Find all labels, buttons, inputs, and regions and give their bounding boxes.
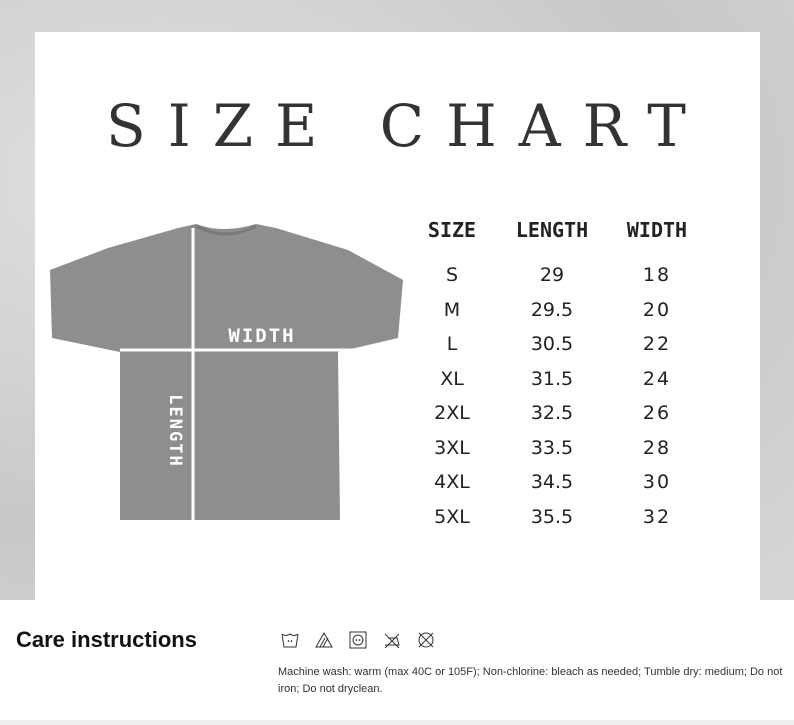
table-cell-width: 22 [642,333,672,355]
table-cell-length: 30.5 [530,333,574,355]
table-cell-size: M [443,298,461,321]
table-cell-width: 18 [642,264,672,286]
page-title: SIZE CHART [106,92,708,160]
care-icons [280,630,436,650]
tshirt-shape [50,224,403,520]
table-cell-size: L [446,333,458,355]
table-cell-length: 29 [539,264,565,286]
table-cell-size: 2XL [434,402,470,424]
table-cell-width: 24 [642,367,672,390]
table-cell-width: 26 [642,402,672,424]
care-instructions-title: Care instructions [16,627,197,652]
length-label: LENGTH [165,394,185,467]
table-cell-size: 4XL [434,471,470,493]
tshirt-collar [195,224,257,236]
table-cell-length: 31.5 [530,367,574,390]
table-cell-length: 34.5 [530,471,574,493]
table-cell-width: 28 [642,436,672,459]
table-cell-width: 20 [642,298,672,321]
table-cell-length: 29.5 [530,298,574,321]
table-cell-length: 32.5 [530,402,574,424]
table-cell-width: 32 [642,505,672,528]
footer-divider [0,720,794,725]
width-label: WIDTH [228,325,295,347]
non-chlorine-bleach-icon [315,631,333,648]
do-not-dryclean-icon [418,632,434,648]
table-cell-width: 30 [642,471,672,493]
table-cell-size: XL [440,367,464,390]
table-cell-length: 35.5 [530,505,574,528]
tshirt-diagram: WIDTH LENGTH [50,224,403,520]
table-cell-length: 33.5 [530,436,574,459]
do-not-iron-icon [384,633,400,649]
wash-warm-icon [281,633,299,648]
column-header-length: LENGTH [515,218,589,242]
tumble-dry-medium-icon [349,631,367,649]
table-cell-size: 3XL [434,436,470,459]
table-cell-size: 5XL [434,505,470,528]
care-instructions-text: Machine wash: warm (max 40C or 105F); No… [278,666,783,695]
column-header-width: WIDTH [626,218,688,242]
table-cell-size: S [445,264,459,286]
column-header-size: SIZE [427,218,477,242]
